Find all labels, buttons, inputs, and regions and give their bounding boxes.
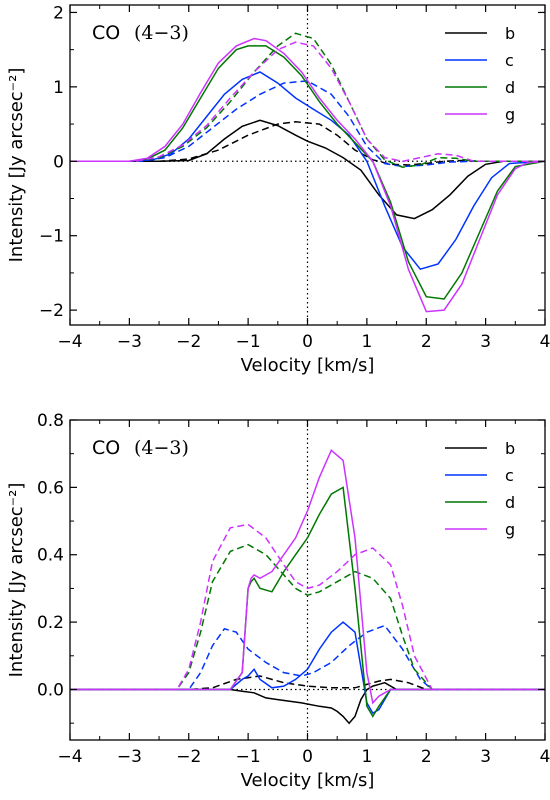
series-c-dashed-line: [70, 624, 545, 691]
x-tick-label: 2: [421, 332, 432, 352]
x-tick-label: −1: [236, 332, 261, 352]
plot-frame: [69, 4, 546, 326]
series-c-solid-line: [70, 71, 545, 271]
series-g-dashed-line: [70, 523, 545, 691]
x-tick-label: −4: [57, 332, 82, 352]
x-tick-label: 1: [361, 747, 372, 767]
legend-label-b: b: [505, 439, 515, 458]
x-tick-label: −2: [176, 332, 201, 352]
series-g-solid-line: [70, 37, 545, 313]
x-tick-label: 0: [302, 332, 313, 352]
x-tick-label: 3: [480, 332, 491, 352]
y-tick-label: −1: [39, 227, 64, 247]
x-tick-label: 4: [540, 747, 550, 767]
transition-annotation: (4−3): [134, 437, 189, 459]
x-axis-label: Velocity [km/s]: [241, 770, 375, 791]
plot-frame: [69, 419, 546, 741]
x-tick-label: 4: [540, 332, 550, 352]
y-tick-label: 0.8: [37, 411, 64, 431]
legend-label-g: g: [505, 520, 515, 539]
y-axis-label: Intensity [Jy arcsec⁻²]: [6, 483, 27, 678]
x-tick-label: 3: [480, 747, 491, 767]
x-tick-label: 1: [361, 332, 372, 352]
series-b-dashed-line: [70, 675, 545, 691]
y-tick-label: 0.2: [37, 613, 64, 633]
bottom-panel: −4 −3 −2 −1 0 1 2 3 4 0.0 0.2 0.4 0.6 0.8 Velocity [km…: [6, 411, 550, 791]
series-g-solid-line: [70, 449, 545, 705]
x-tick-label: −3: [117, 332, 142, 352]
x-tick-label: −2: [176, 747, 201, 767]
y-tick-label: 0.0: [37, 680, 64, 700]
x-axis-label: Velocity [km/s]: [241, 355, 375, 376]
series-b-dashed-line: [70, 121, 545, 166]
y-tick-label: 0.4: [37, 546, 64, 566]
x-tick-label: −4: [57, 747, 82, 767]
legend-label-g: g: [505, 105, 515, 124]
x-tick-label: −3: [117, 747, 142, 767]
x-tick-label: 0: [302, 747, 313, 767]
transition-annotation: (4−3): [134, 22, 189, 44]
y-axis-label: Intensity [Jy arcsec⁻²]: [6, 68, 27, 263]
series-d-dashed-line: [70, 32, 545, 168]
x-tick-label: −1: [236, 747, 261, 767]
series-c-dashed-line: [70, 80, 545, 168]
molecule-annotation: CO: [92, 437, 120, 459]
legend-label-d: d: [505, 493, 515, 512]
y-tick-label: −2: [39, 301, 64, 321]
legend-label-b: b: [505, 24, 515, 43]
series-d-dashed-line: [70, 543, 545, 691]
top-panel: −4 −3 −2 −1 0 1 2 3 4 −2 −1 0 1 2 Velocity [km/s] Inten…: [6, 3, 550, 376]
series-d-solid-line: [70, 45, 545, 300]
series-g-dashed-line: [70, 41, 545, 163]
series-b-solid-line: [70, 119, 545, 220]
y-tick-label: 1: [53, 78, 64, 98]
y-tick-label: 0: [53, 152, 64, 172]
series-c-solid-line: [70, 621, 545, 715]
legend-label-c: c: [505, 51, 514, 70]
y-tick-label: 2: [53, 3, 64, 23]
series-b-solid-line: [70, 681, 545, 725]
x-tick-label: 2: [421, 747, 432, 767]
molecule-annotation: CO: [92, 22, 120, 44]
legend-label-c: c: [505, 466, 514, 485]
legend-label-d: d: [505, 78, 515, 97]
y-tick-label: 0.6: [37, 478, 64, 498]
